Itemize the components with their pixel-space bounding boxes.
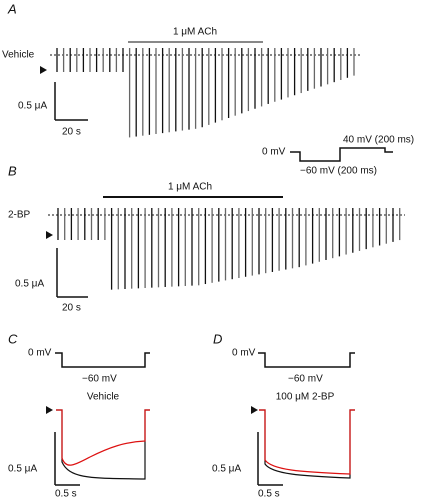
arrowhead <box>46 231 53 239</box>
protocol-label: −60 mV <box>82 374 117 385</box>
arrowhead <box>40 66 47 74</box>
panel-label: A <box>7 1 17 16</box>
drug-label: 1 μM ACh <box>168 182 212 193</box>
current-trace <box>56 409 150 466</box>
scale-label: 20 s <box>62 127 81 138</box>
condition-label: 100 μM 2-BP <box>276 392 335 403</box>
arrowhead <box>46 406 53 414</box>
protocol-label: 0 mV <box>262 147 286 158</box>
current-trace <box>56 409 150 480</box>
protocol-label: 0 mV <box>28 348 52 359</box>
arrowhead <box>251 406 258 414</box>
scale-label: 20 s <box>62 303 81 314</box>
current-trace <box>259 409 355 479</box>
protocol-label: −60 mV <box>288 374 323 385</box>
panel-label: B <box>8 163 17 178</box>
current-trace <box>57 208 401 290</box>
scale-label: 0.5 μA <box>18 101 47 112</box>
protocol-label: 0 mV <box>232 348 256 359</box>
panel-label: D <box>213 331 222 346</box>
scale-label: 0.5 μA <box>212 464 241 475</box>
protocol <box>290 147 393 162</box>
scale-label: 0.5 s <box>55 489 77 500</box>
protocol <box>258 352 355 368</box>
scale-label: 0.5 μA <box>15 279 44 290</box>
trace-label: Vehicle <box>2 50 35 61</box>
drug-label: 1 μM ACh <box>173 27 217 38</box>
condition-label: Vehicle <box>87 392 120 403</box>
current-trace <box>56 48 355 138</box>
protocol <box>55 352 150 368</box>
scale-label: 0.5 s <box>258 489 280 500</box>
trace-label: 2-BP <box>8 210 31 221</box>
protocol-label: 40 mV (200 ms) <box>343 135 414 146</box>
panel-label: C <box>8 331 18 346</box>
current-trace <box>259 409 355 475</box>
protocol-label: −60 mV (200 ms) <box>300 166 377 177</box>
scale-label: 0.5 μA <box>8 464 37 475</box>
